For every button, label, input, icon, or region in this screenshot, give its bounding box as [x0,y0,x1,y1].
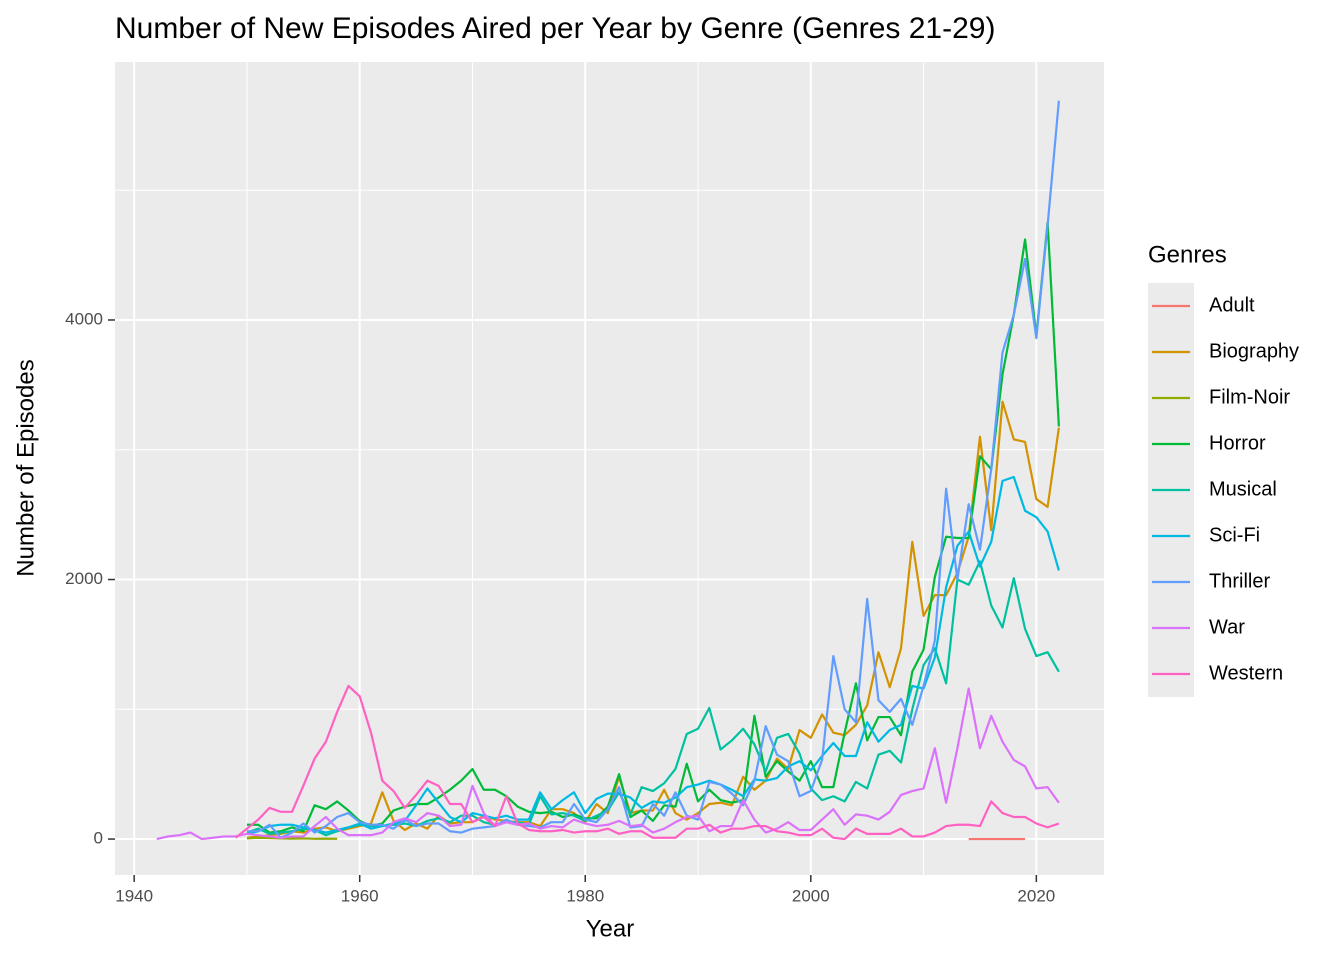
legend-label: Horror [1209,432,1266,454]
legend-label: Musical [1209,478,1277,500]
legend-label: Sci-Fi [1209,524,1260,546]
series-line [246,221,1060,834]
x-tick-label: 2020 [1017,886,1055,905]
panel [115,62,1104,875]
x-tick-label: 1960 [341,886,379,905]
legend-title: Genres [1148,241,1227,268]
y-tick-label: 0 [94,829,103,848]
chart-title: Number of New Episodes Aired per Year by… [115,12,995,45]
y-axis-label: Number of Episodes [12,359,39,576]
x-tick-label: 2000 [792,886,830,905]
series-line [246,836,338,840]
legend-label: Western [1209,662,1283,684]
legend-label: Thriller [1209,570,1270,592]
series-line [234,684,1060,841]
legend-label: Film-Noir [1209,386,1290,408]
x-tick-label: 1940 [115,886,153,905]
legend-label: Adult [1209,294,1255,316]
legend-label: War [1209,616,1245,638]
legend-label: Biography [1209,340,1299,362]
x-axis-label: Year [586,915,635,942]
series-line [246,100,1060,839]
series-line [156,687,1060,841]
x-tick-label: 1980 [566,886,604,905]
y-tick-label: 4000 [65,309,103,328]
series-line [246,400,1060,839]
y-tick-label: 2000 [65,569,103,588]
